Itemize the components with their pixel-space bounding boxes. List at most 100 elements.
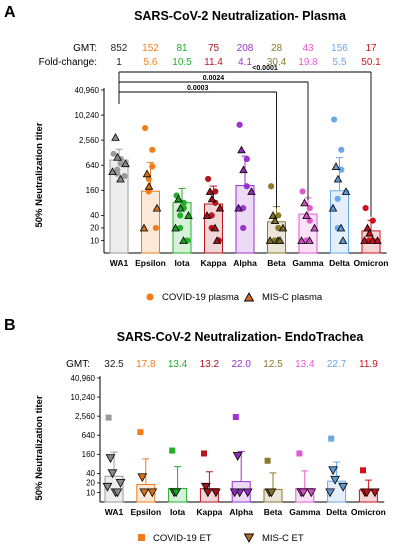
panel-b-point-beta — [264, 457, 271, 464]
panel-b-category-label: Delta — [326, 507, 347, 517]
panel-b-category-label: Omicron — [351, 507, 386, 517]
panel-a-fold-change-value: 10.5 — [172, 57, 192, 68]
panel-a-point-wa1 — [121, 173, 128, 180]
panel-a-fold-change-value: 19.8 — [298, 57, 318, 68]
panel-a-y-tick-label: 40 — [90, 211, 99, 220]
panel-a-triangle-delta — [333, 174, 343, 183]
panel-a-point-epsilon — [152, 224, 159, 232]
panel-a-fold-change-value: 1 — [116, 57, 122, 68]
panel-a-y-tick-label: 40,960 — [75, 86, 100, 95]
panel-a-fold-change-value: 30.4 — [267, 57, 287, 68]
panel-b-category-label: WA1 — [105, 507, 124, 517]
panel-a-category-label: Alpha — [233, 258, 257, 268]
panel-b-gmt-value: 32.5 — [104, 359, 124, 370]
panel-a-point-beta — [268, 183, 275, 190]
panel-b-letter: B — [4, 317, 16, 334]
panel-a-p-value: 0.0003 — [187, 85, 209, 92]
panel-a-point-epsilon — [145, 188, 152, 195]
panel-b-triangle-wa1 — [102, 482, 113, 492]
panel-a-point-gamma — [306, 204, 313, 212]
panel-b-triangle-wa1 — [115, 478, 126, 488]
panel-a-triangle-beta — [270, 216, 280, 225]
panel-a-point-omicron — [362, 204, 369, 212]
panel-a-triangle-omicron — [365, 228, 374, 237]
panel-a-triangle-alpha — [239, 165, 248, 174]
panel-b-triangle-omicron — [370, 488, 380, 498]
panel-a-triangle-wa1 — [111, 133, 120, 141]
panel-a-point-alpha — [236, 121, 243, 128]
panel-a-triangle-alpha — [234, 203, 243, 212]
panel-a-point-kappa — [205, 175, 212, 183]
panel-a-triangle-delta — [338, 236, 348, 244]
legend-a-series-2: MIS-C plasma — [262, 292, 323, 303]
panel-a-triangle-beta — [278, 223, 288, 232]
panel-b-y-axis-label: 50% Neutralization titer — [34, 395, 45, 500]
panel-a-triangle-delta — [328, 203, 338, 212]
panel-a-triangle-gamma — [305, 236, 314, 244]
panel-b-gmt-value: 17.8 — [136, 359, 156, 370]
legend-triangle-down-marker — [243, 533, 255, 543]
panel-a-triangle-wa1 — [116, 174, 125, 183]
panel-a-point-epsilon — [149, 146, 156, 153]
panel-b-y-tick-label: 10 — [86, 488, 95, 497]
panel-a-point-delta — [338, 146, 345, 153]
panel-a-point-iota — [177, 212, 184, 219]
panel-b-category-label: Alpha — [229, 507, 253, 517]
panel-b-y-tick-label: 20 — [86, 479, 95, 488]
panel-b-triangle-beta — [266, 488, 277, 498]
panel-b-triangle-wa1 — [107, 469, 118, 479]
panel-a-plot: 10 20 40 160 640 2,560 10,240 40,960 WA1 852 1 Epsi… — [75, 43, 389, 268]
panel-a-triangle-delta — [331, 162, 341, 170]
panel-a-point-beta — [275, 212, 282, 219]
panel-b-triangle-wa1 — [105, 454, 116, 464]
panel-a-category-label: Beta — [267, 258, 286, 268]
panel-a-triangle-gamma — [297, 236, 306, 244]
panel-a-point-delta — [338, 166, 345, 173]
panel-a-fold-change-value: 5.6 — [144, 57, 158, 68]
panel-a-gmt-value: 208 — [237, 43, 254, 54]
legend-circle-marker — [146, 293, 154, 301]
panel-a-gmt-value: 156 — [331, 43, 348, 54]
panel-b-category-label: Beta — [264, 507, 283, 517]
panel-a-triangle-kappa — [207, 194, 217, 203]
panel-a-point-epsilon — [145, 175, 152, 183]
panel-a-gmt-label: GMT: — [73, 43, 97, 54]
panel-a-triangle-iota — [184, 211, 193, 219]
panel-b-triangle-epsilon — [137, 473, 148, 483]
panel-b-triangle-kappa — [211, 488, 221, 498]
panel-b-point-kappa — [201, 450, 207, 457]
panel-a-triangle-epsilon — [139, 223, 149, 232]
panel-b-gmt-value: 11.9 — [359, 359, 378, 370]
panel-b-triangle-kappa — [201, 482, 211, 492]
panel-b-legend: COVID-19 ET MIS-C ET — [138, 533, 304, 544]
panel-b-triangle-epsilon — [139, 488, 150, 498]
panel-a-legend: COVID-19 plasma MIS-C plasma — [146, 292, 323, 303]
panel-b-y-tick-label: 40 — [86, 469, 95, 478]
panel-a-category-label: WA1 — [110, 258, 129, 268]
panel-a-point-alpha — [243, 155, 250, 163]
panel-a-category-label: Omicron — [354, 258, 389, 268]
panel-b-category-label: Iota — [170, 507, 185, 517]
legend-a-series-1: COVID-19 plasma — [162, 292, 240, 303]
panel-a-bar-alpha — [235, 185, 255, 254]
panel-b-triangle-wa1 — [112, 488, 123, 498]
panel-b-triangle-delta — [338, 482, 348, 492]
panel-b-triangle-gamma — [298, 488, 309, 498]
panel-a-point-epsilon — [149, 163, 156, 170]
panel-a-triangle-kappa — [202, 211, 212, 219]
panel-a-triangle-wa1 — [108, 167, 117, 176]
panel-a-triangle-alpha — [247, 187, 256, 195]
panel-a-triangle-gamma — [302, 211, 311, 219]
panel-b-triangle-kappa — [203, 488, 213, 498]
panel-a-point-delta — [331, 116, 338, 123]
panel-a-y-tick-label: 2,560 — [79, 136, 100, 145]
panel-a-triangle-iota — [176, 203, 185, 212]
panel-b-gmt-value: 12.5 — [263, 359, 283, 370]
panel-a-fold-change-value: 5.5 — [333, 57, 347, 68]
panel-a-gmt-value: 75 — [208, 43, 220, 54]
panel-b-triangle-delta — [325, 488, 335, 498]
panel-a-title: SARS-CoV-2 Neutralization- Plasma — [134, 9, 347, 23]
panel-a-triangle-kappa — [215, 203, 225, 212]
